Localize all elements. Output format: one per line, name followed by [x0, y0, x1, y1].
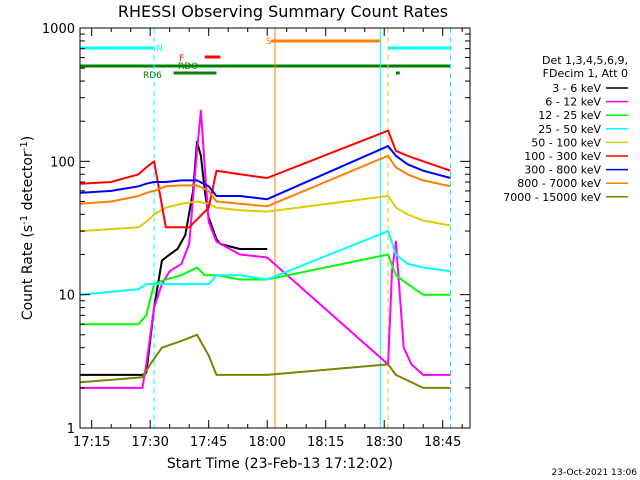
legend-label-0: 3 - 6 keV [552, 82, 601, 95]
y-tick-label-1: 10 [58, 289, 75, 304]
y-axis-label-main: Count Rate (s [20, 225, 36, 320]
legend-header-1: FDecim 1, Att 0 [543, 67, 628, 80]
chart-title: RHESSI Observing Summary Count Rates [118, 2, 448, 21]
x-tick-label-1: 17:30 [131, 435, 168, 450]
legend-label-5: 100 - 300 keV [524, 150, 601, 163]
series-line-1 [80, 109, 451, 389]
legend-label-4: 50 - 100 keV [531, 136, 601, 149]
status-bar-label-s: S [266, 37, 272, 47]
y-tick-label-0: 1 [67, 422, 75, 437]
legend-label-6: 300 - 800 keV [524, 164, 601, 177]
series-line-5 [79, 129, 451, 229]
y-tick-label-2: 100 [50, 155, 75, 170]
series-line-6 [79, 145, 451, 201]
x-tick-label-2: 17:45 [190, 435, 227, 450]
plot-frame [79, 27, 471, 429]
x-tick-label-5: 18:30 [365, 435, 402, 450]
x-tick-label-0: 17:15 [73, 435, 110, 450]
series-line-8 [79, 333, 451, 389]
legend-label-7: 800 - 7000 keV [517, 177, 601, 190]
vertical-markers [153, 28, 451, 428]
legend-header-0: Det 1,3,4,5,6,9, [542, 54, 628, 67]
y-axis-label-mid: detector [20, 151, 36, 215]
series-group [79, 109, 451, 389]
y-axis-label-end: ) [20, 136, 36, 141]
footer-date: 23-Oct-2021 13:06 [552, 468, 638, 478]
status-bar-label-n: N [156, 44, 163, 54]
status-bar-label-rdo: RDO [178, 62, 198, 72]
series-line-7 [79, 154, 451, 208]
status-bar-label-rd6: RD6 [143, 71, 162, 81]
legend-label-3: 25 - 50 keV [538, 123, 601, 136]
series-line-4 [79, 195, 451, 233]
y-axis-label-sup1: -1 [19, 215, 30, 225]
x-tick-label-6: 18:45 [424, 435, 461, 450]
legend-label-1: 6 - 12 keV [545, 96, 601, 109]
y-axis-label: Count Rate (s-1 detector-1) [19, 136, 36, 320]
y-axis-label-sup2: -1 [19, 141, 30, 151]
x-ticks: 17:15 17:30 17:45 18:00 18:15 18:30 18:45 [73, 28, 463, 450]
series-line-2 [80, 253, 451, 326]
legend-label-2: 12 - 25 keV [538, 109, 601, 122]
y-tick-label-3: 1000 [42, 22, 75, 37]
y-ticks: 1 10 100 1000 [42, 22, 470, 437]
x-tick-label-4: 18:15 [307, 435, 344, 450]
x-tick-label-3: 18:00 [248, 435, 285, 450]
status-bar-label-f: F [179, 54, 184, 64]
series-line-3 [79, 230, 451, 296]
legend-label-8: 7000 - 15000 keV [503, 191, 601, 204]
legend: Det 1,3,4,5,6,9,FDecim 1, Att 0 3 - 6 keV… [503, 54, 628, 204]
x-axis-label: Start Time (23-Feb-13 17:12:02) [167, 456, 393, 472]
